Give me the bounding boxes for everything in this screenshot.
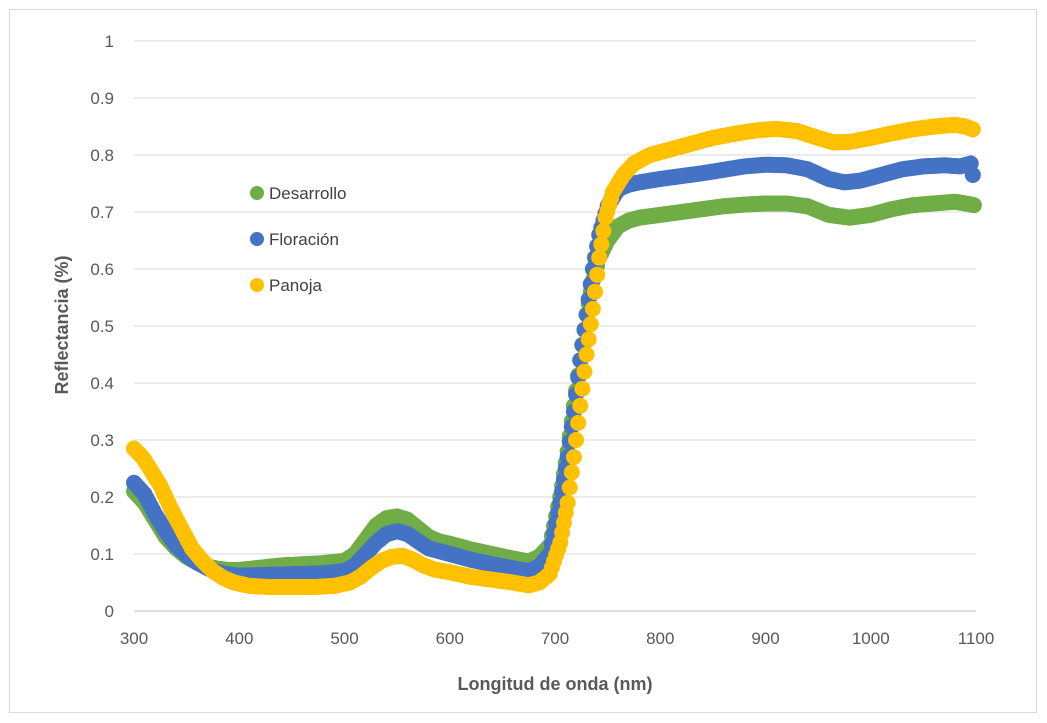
x-tick-label: 1100 [958, 629, 995, 648]
x-tick-label: 700 [541, 629, 569, 648]
legend-label-panoja: Panoja [269, 276, 322, 295]
y-tick-label: 0.9 [90, 89, 114, 108]
data-point [591, 249, 608, 266]
y-axis-title: Reflectancia (%) [52, 255, 72, 394]
legend: Desarrollo Floración Panoja [250, 184, 346, 295]
y-tick-label: 0.7 [90, 203, 114, 222]
data-point [578, 346, 595, 363]
chart-frame [9, 9, 1037, 713]
x-tick-label: 600 [436, 629, 464, 648]
x-tick-label: 900 [751, 629, 779, 648]
series-panoja [126, 116, 981, 596]
data-point [572, 397, 589, 414]
y-tick-label: 0.6 [90, 260, 114, 279]
data-point [568, 432, 585, 448]
y-tick-label: 0.4 [90, 374, 114, 393]
data-point [586, 283, 603, 300]
y-tick-label: 0.5 [90, 317, 114, 336]
data-point [965, 197, 982, 214]
x-tick-label: 400 [225, 629, 253, 648]
legend-marker-floración [250, 232, 264, 246]
legend-label-floración: Floración [269, 230, 339, 249]
legend-label-desarrollo: Desarrollo [269, 184, 346, 203]
legend-marker-panoja [250, 278, 264, 292]
data-point [561, 479, 578, 496]
data-point [574, 380, 591, 397]
grid-lines [134, 40, 976, 612]
data-point [589, 266, 606, 283]
legend-marker-desarrollo [250, 186, 264, 200]
series-floración [126, 155, 981, 584]
data-point [563, 464, 580, 481]
x-axis-ticks: 300 400 500 600 700 800 900 1000 1100 [120, 629, 994, 648]
y-tick-label: 1 [105, 32, 114, 51]
x-axis-title: Longitud de onda (nm) [458, 674, 653, 694]
y-tick-label: 0.1 [90, 545, 114, 564]
plot-area [126, 116, 982, 596]
data-point [582, 316, 599, 333]
y-tick-label: 0 [105, 602, 114, 621]
y-tick-label: 0.8 [90, 146, 114, 165]
data-point [576, 363, 593, 380]
x-tick-label: 1000 [852, 629, 890, 648]
data-point [964, 166, 981, 183]
x-tick-label: 500 [330, 629, 358, 648]
data-point [964, 121, 981, 138]
data-point [559, 494, 576, 511]
x-tick-label: 300 [120, 629, 148, 648]
data-point [565, 449, 582, 466]
x-tick-label: 800 [646, 629, 674, 648]
data-point [593, 236, 610, 253]
data-point [570, 414, 587, 431]
data-point [580, 331, 597, 348]
y-axis-ticks: 0 0.1 0.2 0.3 0.4 0.5 0.6 0.7 0.8 0.9 1 [90, 32, 114, 621]
y-tick-label: 0.3 [90, 431, 114, 450]
data-point [584, 300, 601, 317]
y-tick-label: 0.2 [90, 488, 114, 507]
data-point [595, 223, 612, 239]
